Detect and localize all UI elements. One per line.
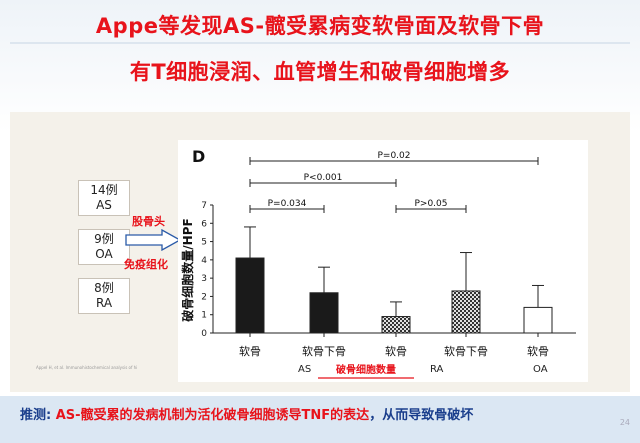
x-axis-label: 破骨细胞数量 — [336, 363, 396, 376]
case-count-oa: 9例 — [94, 232, 114, 246]
bar — [381, 316, 411, 334]
conclusion-text: 推测: AS-髋受累的发病机制为活化破骨细胞诱导TNF的表达，从而导致骨破坏 — [20, 404, 473, 423]
y-tick-label: 5 — [201, 238, 207, 248]
p-value-label: P=0.02 — [377, 151, 410, 161]
case-box-as: 14例 AS — [78, 180, 130, 216]
slide-title-line1: Appe等发现AS-髋受累病变软骨面及软骨下骨 — [95, 14, 545, 38]
group-label-ra: RA — [430, 364, 444, 375]
bars-group — [235, 226, 553, 334]
x-category-label: 软骨 — [527, 344, 549, 358]
case-count-ra: 8例 — [94, 281, 114, 295]
group-label-oa: OA — [533, 364, 548, 375]
x-category-label: 软骨下骨 — [302, 344, 346, 358]
significance-brackets: P=0.02 P<0.001 P=0.034 P>0.05 — [249, 151, 539, 213]
right-arrow-icon — [125, 229, 182, 251]
arrow-label-ihc: 免疫组化 — [124, 258, 168, 271]
bar — [309, 292, 339, 334]
title-divider — [10, 42, 630, 44]
case-group-as: AS — [96, 198, 112, 212]
group-label-as: AS — [298, 364, 311, 375]
panel-label: D — [192, 147, 205, 166]
conclusion-highlight: AS-髋受累的发病机制为活化破骨细胞诱导TNF的表达 — [55, 408, 370, 423]
case-group-oa: OA — [95, 247, 113, 261]
slide-title-line2: 有T细胞浸润、血管增生和破骨细胞增多 — [129, 60, 511, 84]
y-tick-label: 3 — [201, 274, 207, 284]
x-category-label: 软骨 — [239, 344, 261, 358]
page-number: 24 — [619, 418, 630, 427]
x-category-labels: 软骨 软骨下骨 软骨 软骨下骨 软骨 — [239, 333, 549, 358]
case-count-as: 14例 — [90, 183, 118, 197]
citation-text: Appel H, et al. Immunohistochemical anal… — [36, 365, 138, 370]
case-box-oa: 9例 OA — [78, 229, 130, 265]
bar — [451, 290, 481, 334]
p-value-label: P>0.05 — [414, 199, 447, 209]
conclusion-prefix: 推测: — [20, 408, 56, 423]
y-axis-label: 破骨细胞数量/HPF — [180, 218, 195, 321]
y-tick-label: 0 — [201, 329, 207, 339]
y-tick-label: 6 — [201, 219, 207, 229]
y-tick-label: 4 — [201, 256, 207, 266]
p-value-label: P=0.034 — [268, 199, 307, 209]
p-value-label: P<0.001 — [304, 173, 343, 183]
bar — [523, 306, 553, 334]
arrow-label-femoral-head: 股骨头 — [132, 215, 165, 228]
y-tick-label: 1 — [201, 311, 207, 321]
y-ticks: 0 1 2 3 4 5 6 7 — [201, 201, 213, 339]
conclusion-suffix: ，从而导致骨破坏 — [369, 408, 474, 423]
case-box-ra: 8例 RA — [78, 278, 130, 314]
x-category-label: 软骨下骨 — [444, 344, 488, 358]
x-category-label: 软骨 — [385, 344, 407, 358]
conclusion-bar — [0, 396, 640, 443]
bar — [235, 257, 265, 334]
case-group-ra: RA — [95, 296, 113, 310]
y-tick-label: 7 — [201, 201, 207, 211]
y-tick-label: 2 — [201, 292, 207, 302]
